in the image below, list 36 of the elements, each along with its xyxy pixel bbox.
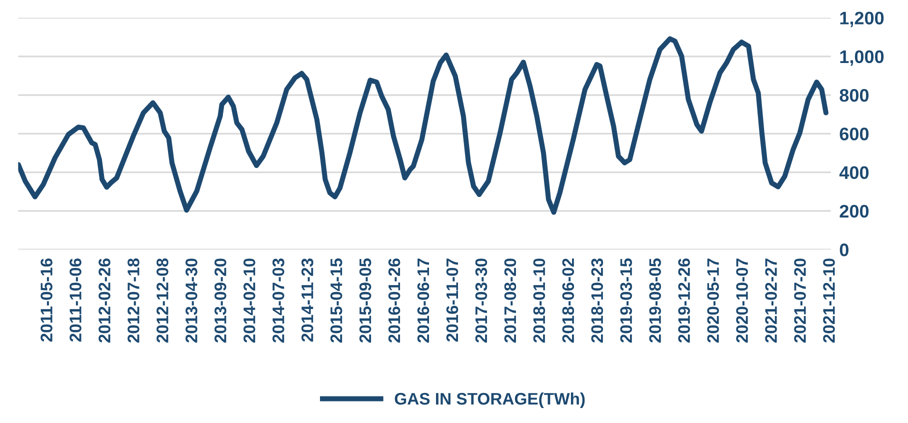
x-tick-label: 2017-03-30 xyxy=(475,258,488,343)
y-tick-label: 200 xyxy=(840,204,869,218)
x-tick-label: 2012-02-26 xyxy=(98,258,110,343)
x-tick-label: 2019-08-05 xyxy=(649,258,662,343)
x-tick-label: 2019-03-15 xyxy=(620,258,632,343)
x-tick-label: 2012-07-18 xyxy=(128,258,140,343)
x-tick-label: 2014-07-03 xyxy=(272,258,284,343)
x-tick-label: 2020-05-17 xyxy=(707,258,719,343)
legend-label: GAS IN STORAGE(TWh) xyxy=(394,392,585,408)
x-tick-label: 2021-02-27 xyxy=(765,258,777,343)
x-tick-label: 2016-11-07 xyxy=(446,258,458,342)
x-tick-label: 2012-12-08 xyxy=(156,258,168,343)
y-tick-label: 0 xyxy=(840,244,848,256)
x-tick-label: 2019-12-26 xyxy=(678,258,690,343)
x-tick-label: 2011-10-06 xyxy=(70,258,82,342)
x-tick-label: 2018-06-02 xyxy=(562,258,574,343)
x-tick-label: 2013-09-20 xyxy=(214,258,226,343)
y-tick-label: 1,000 xyxy=(840,50,884,66)
y-tick-label: 600 xyxy=(840,128,869,140)
x-tick-label: 2021-12-10 xyxy=(823,258,835,343)
x-tick-label: 2014-02-10 xyxy=(243,258,256,343)
x-tick-label: 2016-01-26 xyxy=(388,258,400,343)
x-tick-label: 2015-04-15 xyxy=(330,258,342,343)
y-tick-label: 800 xyxy=(840,88,869,102)
x-tick-label: 2021-07-20 xyxy=(794,258,806,343)
x-tick-label: 2016-06-17 xyxy=(417,258,430,343)
x-tick-label: 2017-08-20 xyxy=(504,258,516,343)
x-tick-label: 2020-10-07 xyxy=(736,258,748,343)
x-tick-label: 2013-04-30 xyxy=(186,258,198,343)
y-tick-label: 400 xyxy=(839,166,869,180)
x-tick-label: 2018-10-23 xyxy=(591,258,604,343)
x-tick-label: 2011-05-16 xyxy=(40,258,52,342)
x-tick-label: 2018-01-10 xyxy=(533,258,546,343)
x-tick-label: 2014-11-23 xyxy=(301,258,314,342)
x-tick-label: 2015-09-05 xyxy=(359,258,372,343)
y-tick-label: 1,200 xyxy=(840,12,884,28)
